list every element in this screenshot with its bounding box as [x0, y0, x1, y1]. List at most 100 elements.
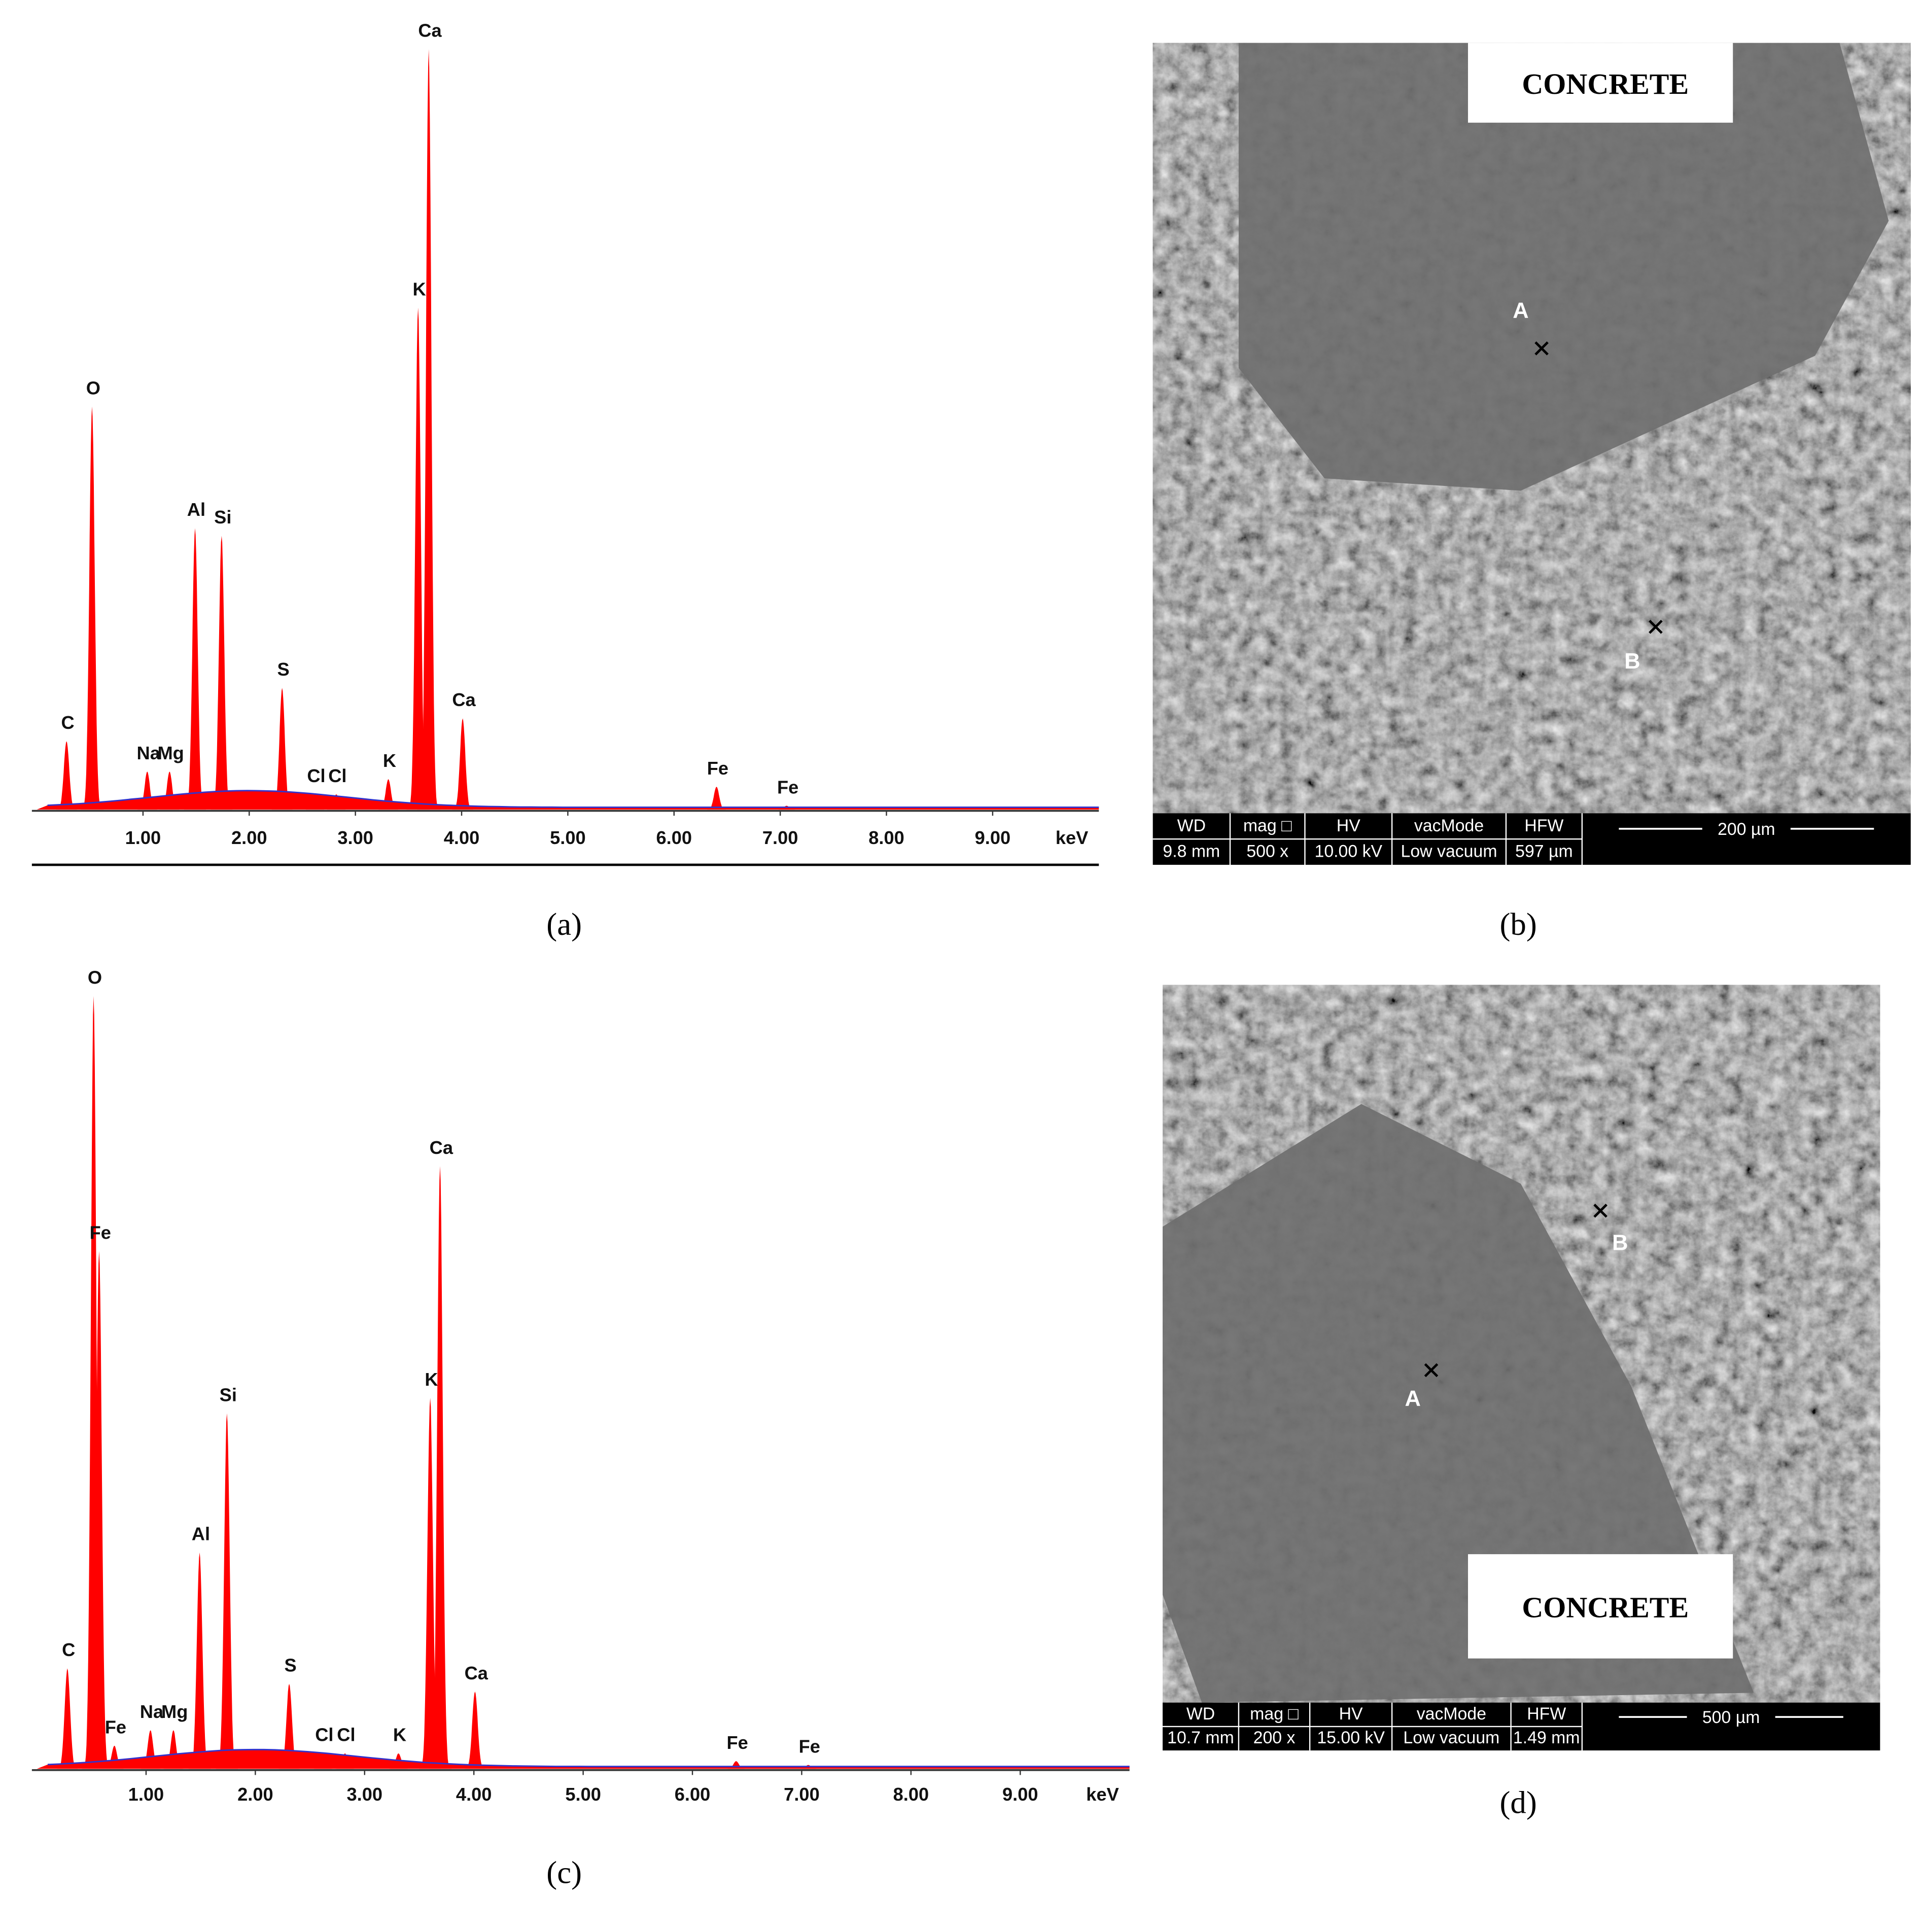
peak-label: Na — [137, 743, 161, 763]
x-tick-label: 2.00 — [237, 1784, 273, 1805]
sem-panel: CONCRETE A B WD 10.7 mm mag □ 200 x HV 15.00 kV v… — [1163, 985, 1880, 1820]
point-label: B — [1612, 1231, 1628, 1255]
x-tick-label: 9.00 — [1002, 1784, 1038, 1805]
peak-label: Fe — [105, 1716, 126, 1737]
info-value: 15.00 kV — [1317, 1728, 1385, 1747]
info-value: 1.49 mm — [1513, 1728, 1580, 1747]
info-header: WD — [1177, 816, 1206, 835]
info-header: HV — [1339, 1704, 1363, 1724]
point-label: B — [1624, 649, 1640, 674]
continuum — [37, 1749, 1130, 1769]
scale-label-bg — [1702, 818, 1791, 840]
x-axis-label: keV — [1086, 1784, 1119, 1805]
caption: (b) — [1500, 906, 1537, 942]
x-tick-label: 8.00 — [868, 827, 904, 848]
scale-label-bg — [1687, 1706, 1775, 1728]
peak — [406, 307, 430, 810]
peak — [80, 406, 104, 810]
peak-label: S — [277, 659, 290, 680]
peak-label: Cl — [315, 1725, 333, 1745]
overlay-label: CONCRETE — [1522, 67, 1689, 100]
overlay-label: CONCRETE — [1522, 1591, 1689, 1624]
peak-label: Fe — [90, 1222, 111, 1243]
peak-label: C — [61, 712, 74, 733]
info-header: vacMode — [1417, 1704, 1486, 1724]
caption: (d) — [1500, 1784, 1537, 1820]
peak — [705, 787, 728, 810]
peak — [215, 1413, 239, 1769]
x-axis-label: keV — [1056, 827, 1089, 848]
x-tick-label: 1.00 — [125, 827, 161, 848]
peak — [87, 1251, 112, 1769]
peak — [277, 1683, 301, 1769]
peak-label: K — [413, 278, 426, 299]
point-cross — [1593, 1204, 1607, 1218]
peak-label: Fe — [707, 758, 728, 779]
peak — [135, 771, 159, 810]
peak — [102, 1745, 127, 1769]
overlay-box — [1468, 43, 1733, 123]
info-value: 597 µm — [1515, 842, 1573, 861]
sem-panel: CONCRETE A B WD 9.8 mm mag □ 500 x HV 10.00 kV va… — [1152, 43, 1911, 942]
x-tick-label: 2.00 — [231, 827, 267, 848]
peak — [303, 794, 327, 810]
info-value: 10.00 kV — [1315, 842, 1383, 861]
info-header: mag □ — [1250, 1704, 1299, 1724]
x-tick-label: 1.00 — [128, 1784, 164, 1805]
x-tick-label: 4.00 — [456, 1784, 492, 1805]
info-value: 10.7 mm — [1167, 1728, 1234, 1747]
caption: (a) — [546, 906, 582, 942]
peak-label: O — [86, 377, 100, 398]
x-tick-label: 8.00 — [893, 1784, 929, 1805]
info-value: 500 x — [1246, 842, 1288, 861]
x-tick-label: 5.00 — [550, 827, 586, 848]
x-tick-label: 5.00 — [565, 1784, 601, 1805]
peak — [450, 718, 475, 810]
info-header: HFW — [1524, 816, 1563, 835]
peak-label: Al — [187, 499, 205, 520]
peak — [311, 1753, 335, 1769]
x-tick-label: 3.00 — [346, 1784, 382, 1805]
x-tick-label: 9.00 — [975, 827, 1011, 848]
peak-label: K — [383, 750, 396, 771]
point-cross — [1649, 620, 1663, 634]
peak-label: Si — [214, 507, 231, 528]
peak-label: Mg — [157, 743, 184, 763]
peak — [187, 1552, 212, 1769]
peak — [428, 1166, 452, 1769]
peak-label: Cl — [337, 1725, 355, 1745]
peak-label: Si — [220, 1384, 237, 1405]
peak — [324, 794, 348, 810]
peak — [386, 1753, 411, 1769]
peak-label: Ca — [418, 20, 442, 41]
peak — [463, 1691, 487, 1769]
peak-label: Ca — [430, 1137, 453, 1158]
info-value: Low vacuum — [1401, 842, 1497, 861]
peak — [333, 1753, 357, 1769]
peak-label: Fe — [799, 1736, 820, 1757]
peak — [138, 1730, 163, 1769]
info-header: HV — [1337, 816, 1360, 835]
peak — [158, 771, 182, 810]
peak-label: Mg — [161, 1701, 188, 1722]
x-tick-label: 6.00 — [675, 1784, 711, 1805]
peak-label: Cl — [328, 765, 346, 786]
peak — [183, 528, 207, 810]
x-tick-label: 3.00 — [337, 827, 373, 848]
peak-label: Fe — [777, 777, 798, 797]
peak-label: Ca — [465, 1663, 488, 1683]
x-tick-label: 4.00 — [444, 827, 480, 848]
peak-label: Ca — [452, 689, 476, 710]
peak — [418, 1398, 442, 1769]
info-value: 9.8 mm — [1163, 842, 1220, 861]
peak — [724, 1761, 748, 1769]
peak-label: O — [88, 967, 102, 988]
info-value: Low vacuum — [1403, 1728, 1499, 1747]
peak-label: Al — [192, 1524, 210, 1544]
info-header: mag □ — [1243, 816, 1292, 835]
peak-label: Cl — [307, 765, 325, 786]
info-header: vacMode — [1414, 816, 1484, 835]
smooth-surface — [1238, 43, 1889, 491]
